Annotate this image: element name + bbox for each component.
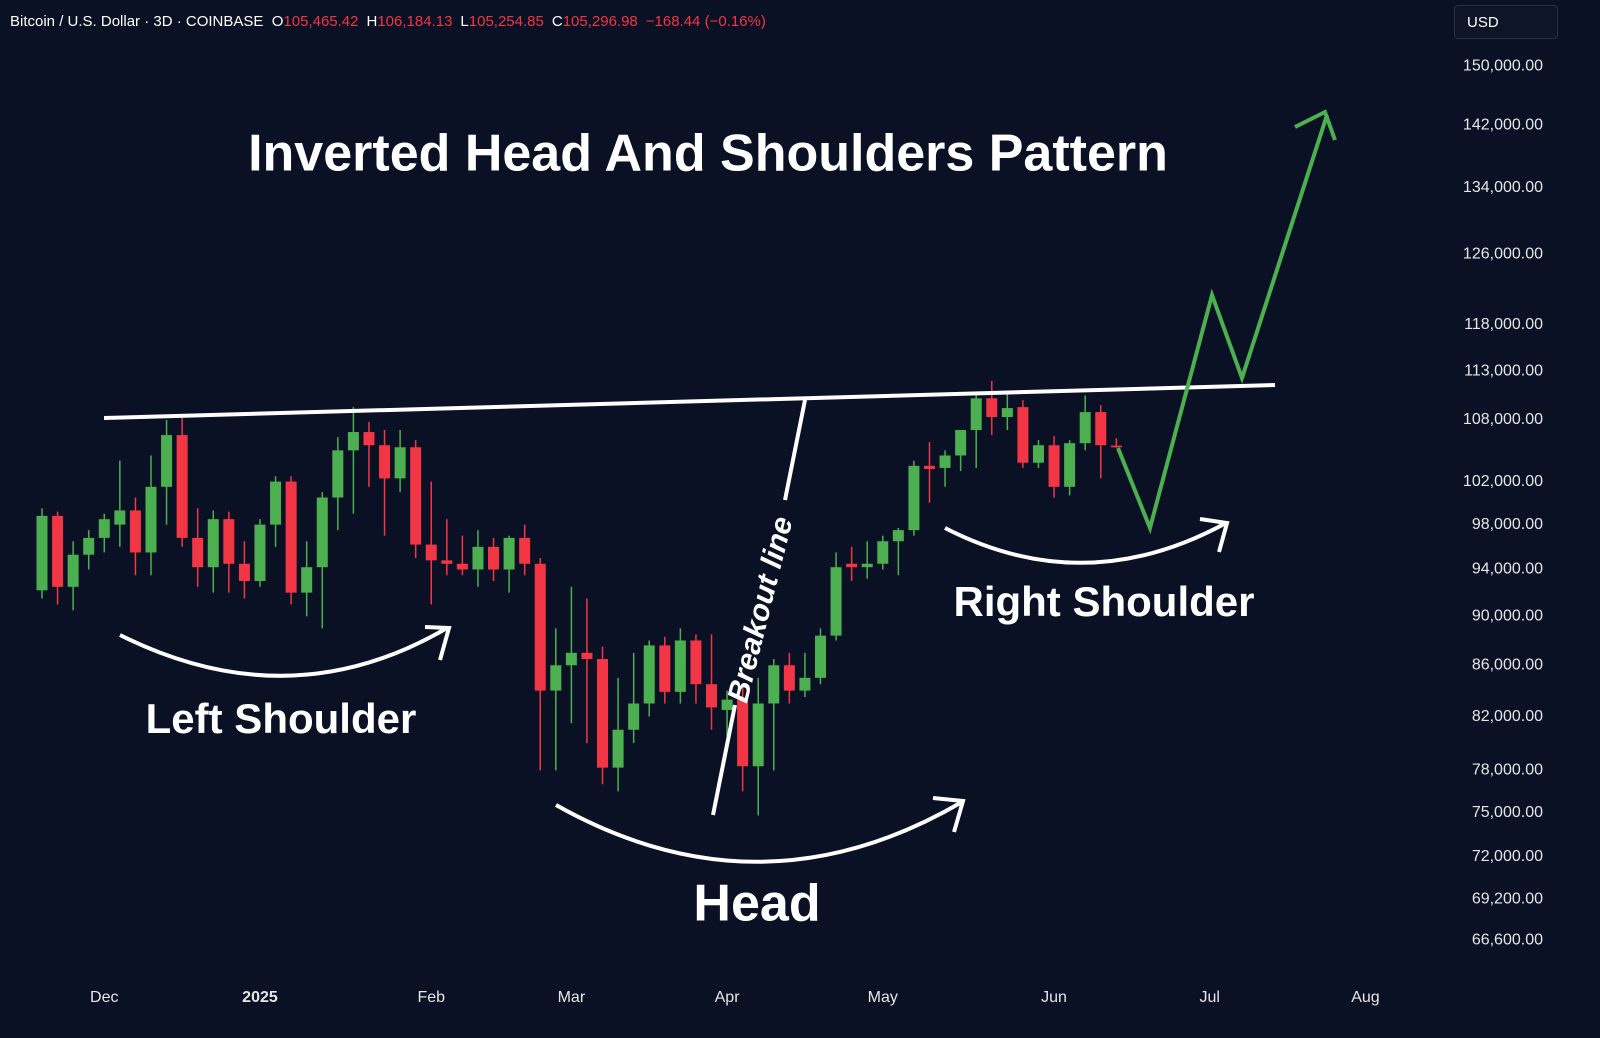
annotation: Right Shoulder — [954, 578, 1255, 625]
arrow-head — [1199, 517, 1230, 553]
arc — [119, 626, 449, 678]
neckline — [103, 383, 1276, 420]
chart-title: Inverted Head And Shoulders Pattern — [248, 125, 1168, 183]
y-tick-label: 86,000.00 — [1472, 656, 1543, 673]
symbol: Bitcoin / U.S. Dollar · 3D · COINBASE — [10, 13, 264, 30]
x-tick-label: Mar — [558, 989, 586, 1006]
x-tick-label: Jul — [1200, 989, 1220, 1006]
annotation: Head — [693, 875, 820, 933]
breakout-line — [783, 399, 807, 501]
y-tick-label: 134,000.00 — [1463, 179, 1543, 196]
label: H — [366, 13, 378, 30]
change: −168.44 (−0.16%) — [645, 13, 766, 30]
arrow-head — [424, 625, 452, 661]
y-tick-label: 72,000.00 — [1472, 848, 1543, 865]
y-tick-label: 142,000.00 — [1463, 117, 1543, 134]
y-tick-label: 98,000.00 — [1472, 516, 1543, 533]
arc — [555, 800, 964, 864]
arc — [944, 521, 1227, 565]
y-tick-label: 118,000.00 — [1464, 316, 1543, 333]
x-tick-label: Aug — [1351, 989, 1379, 1006]
x-tick-label: Apr — [715, 989, 741, 1006]
x-tick-label: Jun — [1041, 989, 1067, 1006]
x-tick-label: Dec — [90, 989, 118, 1006]
value: 105,465.42 — [283, 13, 359, 30]
y-tick-label: 102,000.00 — [1463, 473, 1543, 490]
value: 105,296.98 — [562, 13, 638, 30]
y-tick-label: 75,000.00 — [1472, 804, 1543, 821]
y-tick-label: 150,000.00 — [1463, 58, 1543, 75]
label: L — [460, 13, 469, 30]
value: 105,254.85 — [468, 13, 544, 30]
y-tick-label: 108,000.00 — [1463, 411, 1543, 428]
arrow-head — [932, 796, 966, 833]
projection — [1116, 114, 1329, 535]
y-tick-label: 66,600.00 — [1472, 932, 1543, 949]
symbol-header: Bitcoin / U.S. Dollar · 3D · COINBASE O1… — [10, 13, 774, 30]
y-tick-label: 94,000.00 — [1472, 561, 1543, 578]
y-tick-label: 90,000.00 — [1472, 608, 1543, 625]
x-tick-label: 2025 — [242, 989, 278, 1006]
currency-button[interactable]: USD — [1454, 5, 1558, 39]
value: 106,184.13 — [377, 13, 453, 30]
x-tick-label: Feb — [417, 989, 445, 1006]
y-tick-label: 69,200.00 — [1472, 890, 1543, 907]
breakout-line — [711, 704, 737, 816]
y-tick-label: 82,000.00 — [1472, 708, 1543, 725]
y-tick-label: 113,000.00 — [1464, 363, 1543, 380]
annotation: Left Shoulder — [146, 695, 417, 742]
y-tick-label: 126,000.00 — [1463, 245, 1543, 262]
y-tick-label: 78,000.00 — [1472, 762, 1543, 779]
label: C — [551, 13, 563, 30]
x-tick-label: May — [868, 989, 898, 1006]
arrow-head — [1294, 109, 1337, 141]
label: O — [271, 13, 284, 30]
